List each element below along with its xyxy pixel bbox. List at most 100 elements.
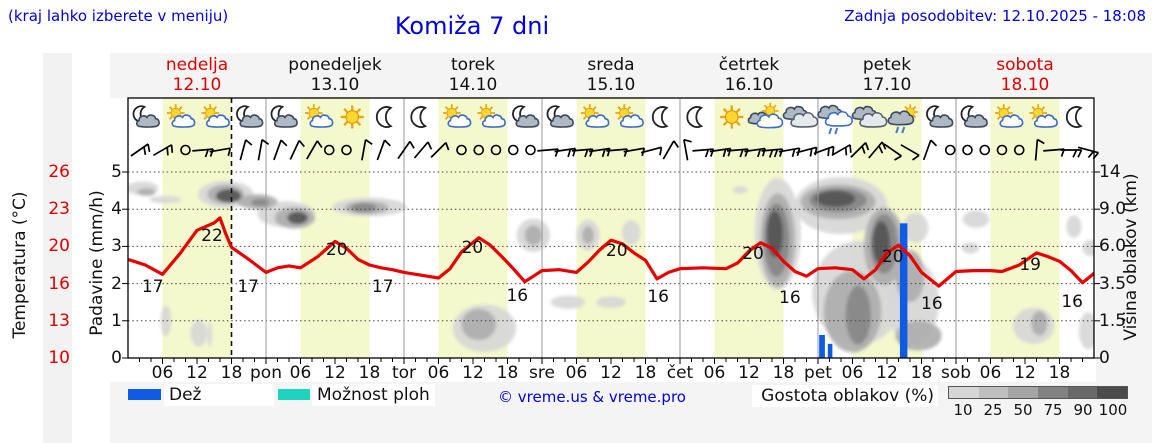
svg-text:17: 17 [237,277,259,297]
wind-barb-icon [813,145,835,157]
time-tick-label: sre [529,363,555,383]
wind-barb-icon [239,139,253,161]
day-date: 16.10 [724,75,774,95]
time-tick-label: 18 [634,363,657,383]
day-header-sobota: sobota 18.10 [956,55,1094,95]
svg-text:16: 16 [779,288,801,308]
wind-barb-icon [209,147,232,157]
time-tick-label: pon [250,363,282,383]
sun-icon [340,105,364,129]
clouds-icon [782,105,819,128]
calm-wind-icon [944,144,956,156]
calm-wind-icon [473,144,485,156]
svg-text:22: 22 [201,226,223,246]
day-date: 17.10 [862,75,912,95]
time-tick-label: 12 [738,363,760,383]
cloud-density-gradient [948,386,1128,399]
wind-barb-icon [683,138,692,161]
cloud-tick-label: 1.5 [1099,310,1127,331]
calm-wind-icon [456,144,467,156]
rain-bars [819,223,908,358]
calm-wind-icon [180,144,191,156]
wind-barb-icon [761,148,784,158]
calm-wind-icon [490,144,502,156]
time-tick-label: 12 [600,363,622,383]
wind-barbs-row [130,138,1100,161]
wind-barb-icon [662,140,680,160]
precip-tick-label: 0 [111,348,122,368]
density-tick-label: 90 [1073,401,1093,419]
cloud-tick-label: 3.5 [1099,273,1127,294]
temperature-value-labels: 17 22 17 20 17 20 16 20 16 20 16 20 16 19 16 [142,226,1083,314]
wind-barb-icon [152,144,174,157]
day-date: 15.10 [586,75,636,95]
svg-text:19: 19 [1019,255,1041,275]
moon-icon [686,106,704,128]
wind-barb-icon [640,146,663,156]
credit-link[interactable]: © vreme.us & vreme.pro [498,388,686,406]
svg-text:20: 20 [462,238,484,258]
wind-barb-icon [1060,149,1083,158]
svg-text:17: 17 [142,277,164,297]
cloud-tick-label: 6.0 [1099,236,1127,257]
svg-text:20: 20 [606,241,628,261]
time-tick-label: 18 [496,363,519,383]
day-header-band [110,53,1152,98]
moon-cloud-icon [236,105,264,128]
day-header-nedelja: nedelja 12.10 [128,55,266,95]
day-date: 13.10 [310,75,360,95]
sun-cloud-icon [201,104,230,128]
svg-text:20: 20 [326,240,348,260]
calm-wind-icon [979,144,991,156]
time-tick-label: 06 [565,363,588,383]
time-tick-label: 12 [324,363,346,383]
calm-wind-icon [323,144,335,156]
day-date: 18.10 [1000,75,1050,95]
density-tick-label: 100 [1098,401,1128,419]
axis-tick-marks [122,171,1100,364]
wind-barb-icon [192,148,214,158]
time-tick-label: čet [666,363,694,383]
wind-barb-icon [306,140,323,160]
time-tick-label: 12 [462,363,484,383]
day-header-torek: torek 14.10 [404,55,542,95]
density-tick-label: 75 [1043,401,1063,419]
calm-wind-icon [996,144,1008,156]
day-date: 14.10 [448,75,498,95]
precip-tick-label: 4 [111,199,122,220]
wind-barb-icon [289,139,305,160]
wind-barb-icon [868,141,887,159]
precip-tick-label: 2 [111,273,122,294]
plot-border [127,97,1095,359]
day-name: ponedeljek [288,55,382,75]
wind-barb-icon [376,139,391,161]
wind-barb-icon [850,141,870,159]
day-name: petek [862,55,912,75]
wind-barb-icon [831,144,852,157]
precip-tick-label: 5 [111,162,122,182]
time-tick-label: 06 [427,363,450,383]
moon-cloud-icon [512,105,540,128]
time-tick-label: 18 [1048,363,1071,383]
time-tick-label: 18 [910,363,933,383]
calm-wind-icon [341,144,352,156]
sun-cloud-icon [615,104,644,128]
cloud-density-legend-label: Gostota oblakov (%) [752,385,938,407]
wind-barb-icon [397,140,415,160]
calm-wind-icon [962,144,973,156]
temp-tick-label: 16 [48,273,70,294]
temp-tick-label: 23 [48,199,70,220]
showers-legend-label: Možnost ploh [312,384,435,406]
moon-cloud-icon [546,105,574,128]
sun-cloud-icon [994,104,1024,128]
time-tick-label: 12 [876,363,898,383]
sun-clouds-icon [747,102,784,129]
day-name: sreda [587,55,635,75]
time-tick-label: 12 [186,363,208,383]
time-tick-label: 06 [841,363,864,383]
sun-cloud-icon [166,104,196,128]
moon-icon [375,106,393,128]
time-tick-label: 06 [703,363,726,383]
svg-text:16: 16 [506,286,528,306]
time-tick-label: sob [940,363,972,383]
